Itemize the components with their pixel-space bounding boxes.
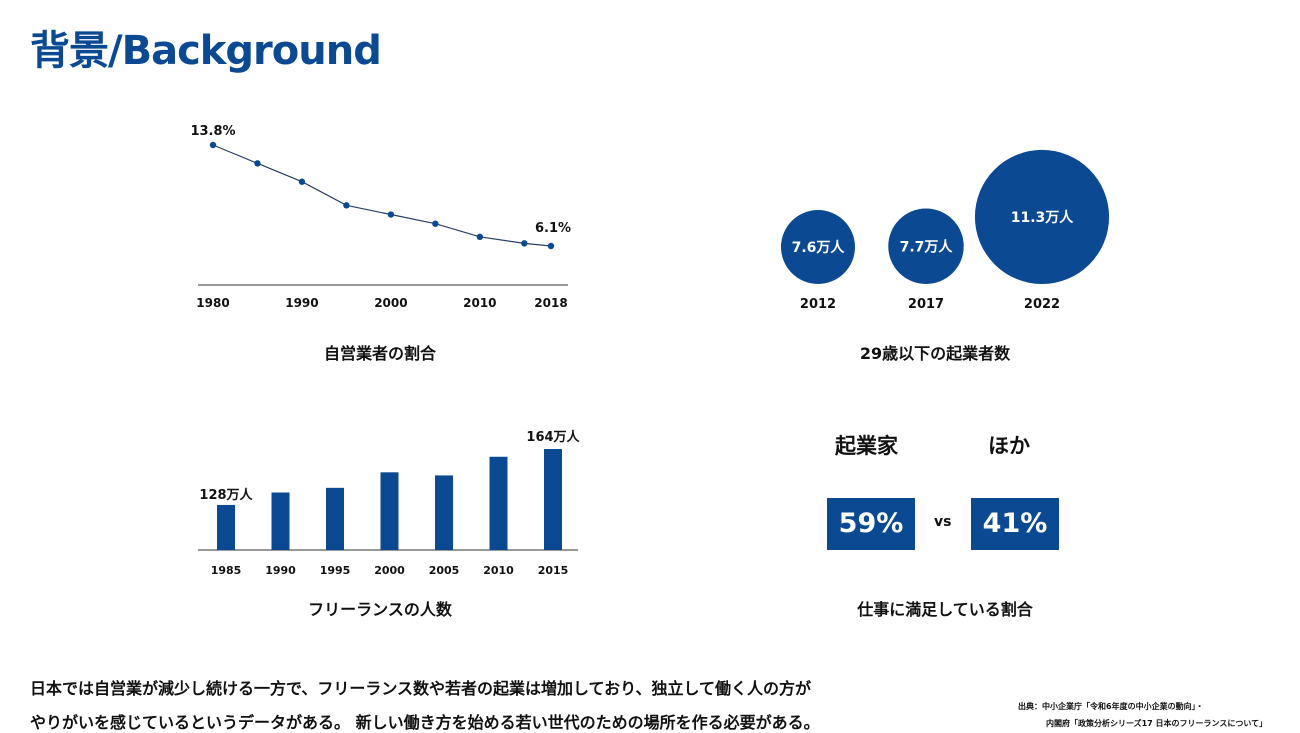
bubble — [781, 210, 855, 284]
bar — [326, 487, 344, 550]
bubble-chart-caption: 29歳以下の起業者数 — [859, 344, 1011, 363]
x-tick-label: 2000 — [374, 564, 405, 577]
data-point — [343, 202, 350, 209]
body-text-line-2: やりがいを感じているというデータがある。 新しい働き方を始める若い世代のための場… — [30, 713, 820, 732]
body-text-line-1: 日本では自営業が減少し続ける一方で、フリーランス数や若者の起業は増加しており、独… — [30, 679, 811, 698]
page-title: 背景/Background — [30, 28, 382, 74]
x-tick-label: 2000 — [374, 296, 407, 310]
vs-label: vs — [934, 514, 952, 530]
x-tick-label: 1980 — [196, 296, 229, 310]
data-point — [298, 178, 306, 185]
bar — [544, 449, 562, 550]
others-percent-box: 41% — [971, 498, 1059, 550]
x-tick-label: 2010 — [463, 296, 496, 310]
x-tick-label: 2018 — [534, 296, 567, 310]
data-point — [387, 211, 395, 218]
source-line-1: 出典：中小企業庁「令和6年度の中小企業の動向」・ — [1018, 702, 1204, 711]
x-tick-label: 1990 — [265, 564, 296, 577]
entrepreneur-percent-box: 59% — [827, 498, 915, 550]
x-tick-label: 2015 — [538, 564, 569, 577]
comparison-label-others: ほか — [988, 434, 1030, 458]
bar-chart-caption: フリーランスの人数 — [308, 600, 452, 619]
x-tick-label: 2010 — [483, 564, 514, 577]
x-tick-label: 2005 — [429, 564, 460, 577]
data-point — [521, 240, 528, 247]
data-point — [547, 242, 555, 250]
source-line-2: 内閣府「政策分析シリーズ17 日本のフリーランスについて」 — [1046, 719, 1268, 728]
data-point — [432, 220, 439, 227]
line-chart-caption: 自営業者の割合 — [323, 344, 436, 363]
x-tick-label: 1990 — [285, 296, 318, 310]
bar — [435, 475, 453, 550]
data-label-last: 164万人 — [526, 429, 580, 445]
x-tick-label: 2012 — [800, 297, 836, 312]
data-label-first: 13.8% — [190, 124, 235, 139]
bubble-label: 11.3万人 — [1011, 209, 1075, 226]
x-tick-label: 2017 — [908, 297, 944, 312]
x-tick-label: 1995 — [320, 564, 351, 577]
data-point — [476, 233, 484, 241]
data-label-first: 128万人 — [199, 487, 253, 503]
data-label-last: 6.1% — [535, 221, 571, 236]
bar — [271, 492, 290, 550]
comparison-label-entrepreneur: 起業家 — [835, 434, 898, 458]
bar — [217, 504, 235, 550]
bar — [489, 456, 508, 550]
x-tick-label: 1985 — [211, 564, 242, 577]
bar — [380, 472, 399, 550]
bubble — [974, 149, 1110, 284]
bubble-label: 7.7万人 — [900, 238, 954, 255]
bubble — [888, 208, 964, 284]
x-tick-label: 2022 — [1024, 297, 1060, 312]
bubble-label: 7.6万人 — [792, 239, 846, 256]
data-point — [254, 160, 261, 167]
data-point — [209, 141, 217, 149]
comparison-caption: 仕事に満足している割合 — [857, 600, 1033, 619]
